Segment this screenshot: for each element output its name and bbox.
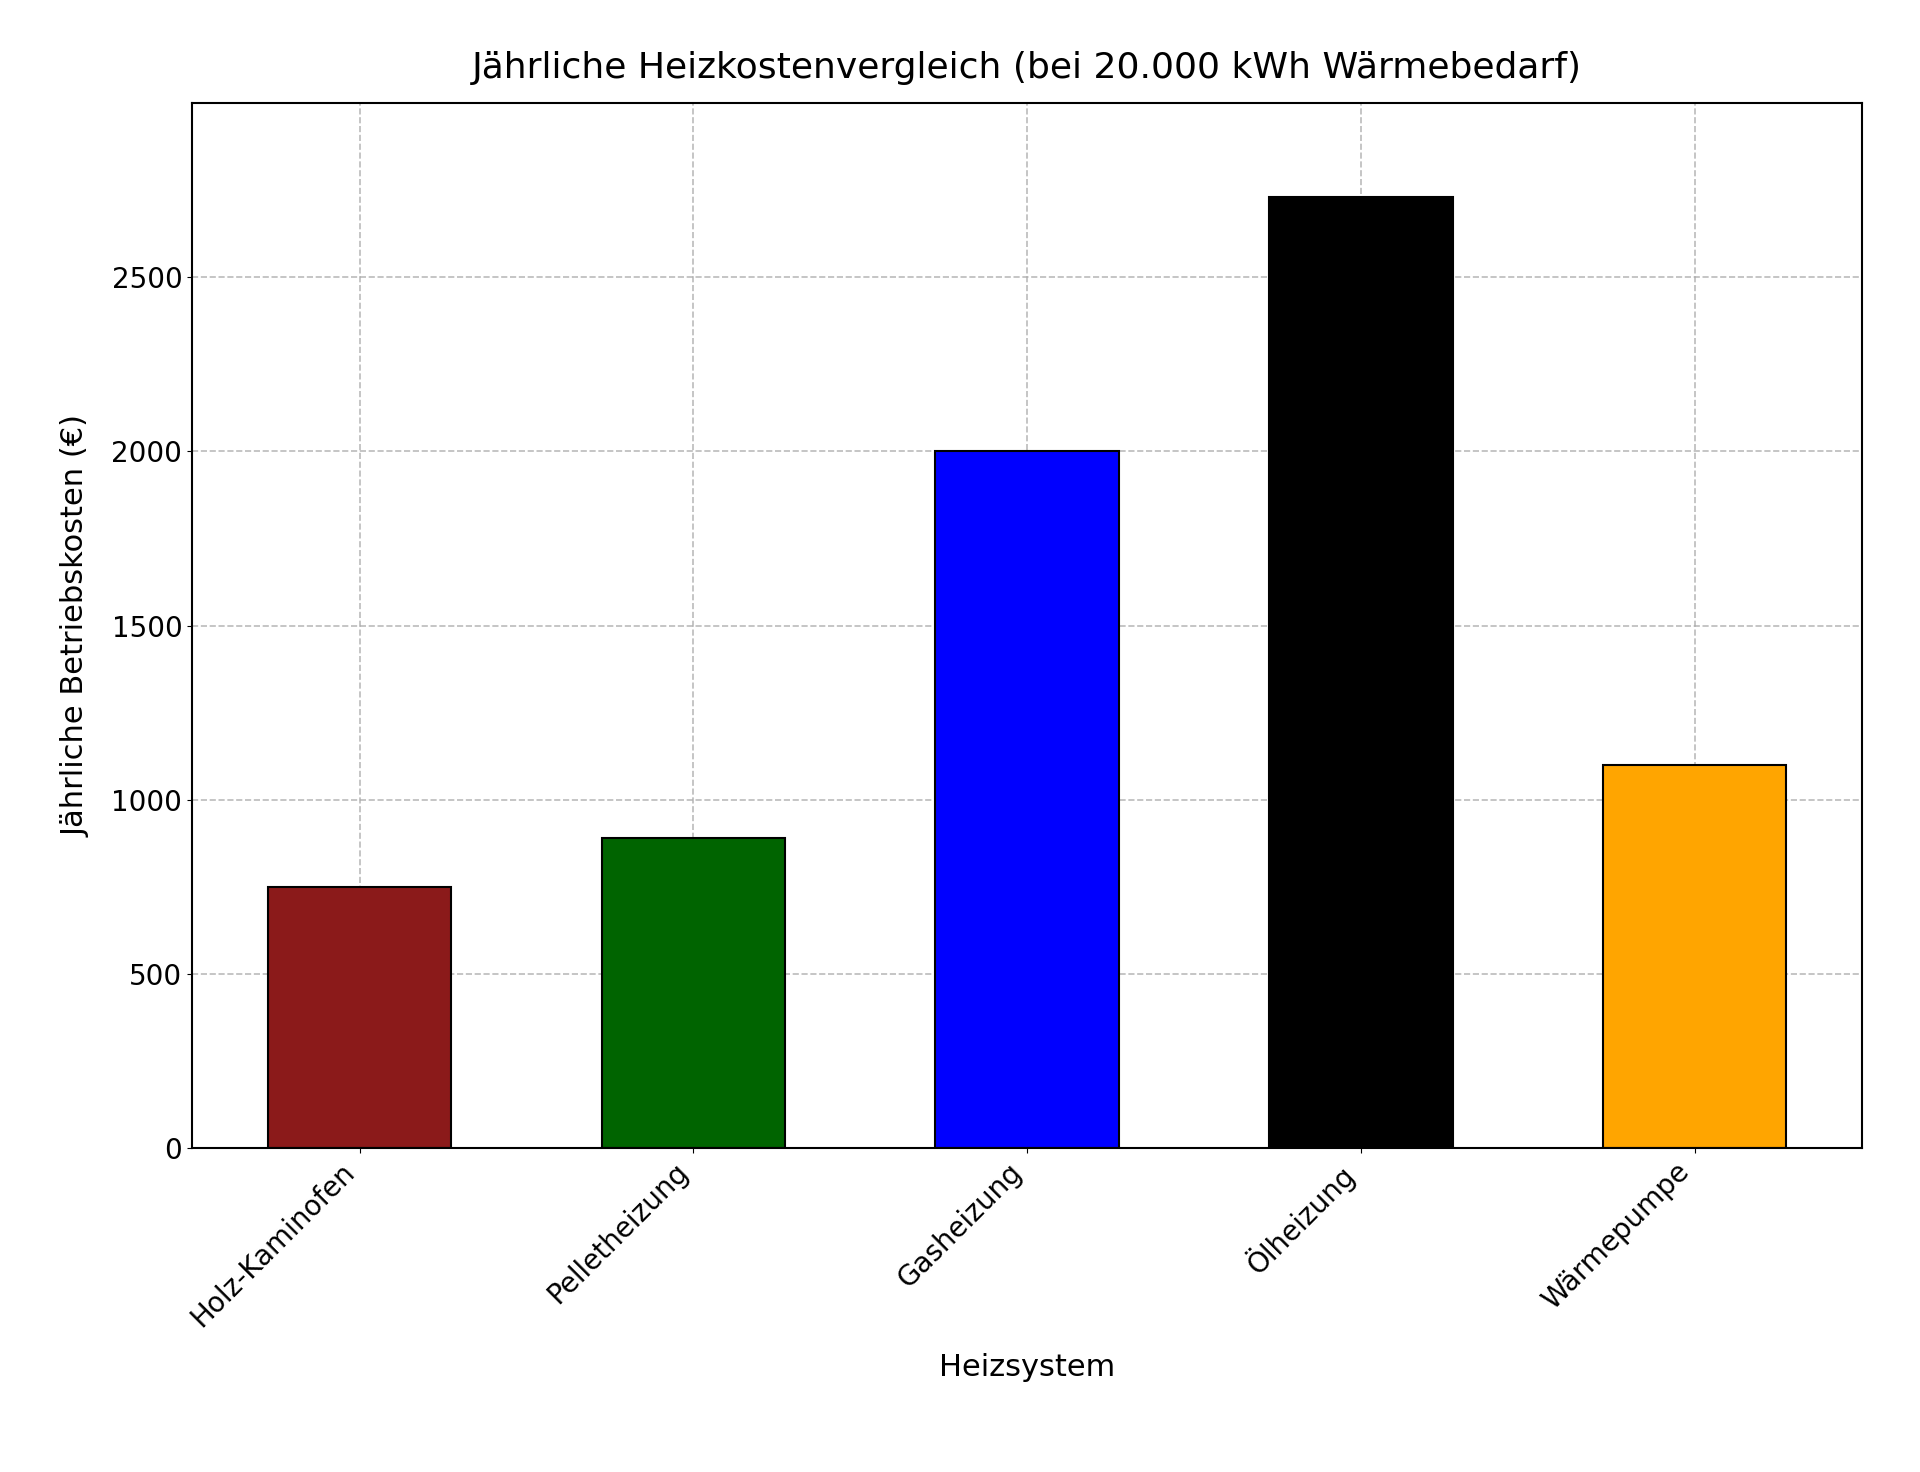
Bar	[601, 838, 785, 1148]
Bar	[1603, 765, 1786, 1148]
Bar	[1269, 197, 1453, 1148]
Title: Jährliche Heizkostenvergleich (bei 20.000 kWh Wärmebedarf): Jährliche Heizkostenvergleich (bei 20.00…	[472, 52, 1582, 85]
X-axis label: Heizsystem: Heizsystem	[939, 1353, 1116, 1382]
Bar	[935, 452, 1119, 1148]
Y-axis label: Jährliche Betriebskosten (€): Jährliche Betriebskosten (€)	[61, 415, 90, 836]
Bar	[269, 886, 451, 1148]
